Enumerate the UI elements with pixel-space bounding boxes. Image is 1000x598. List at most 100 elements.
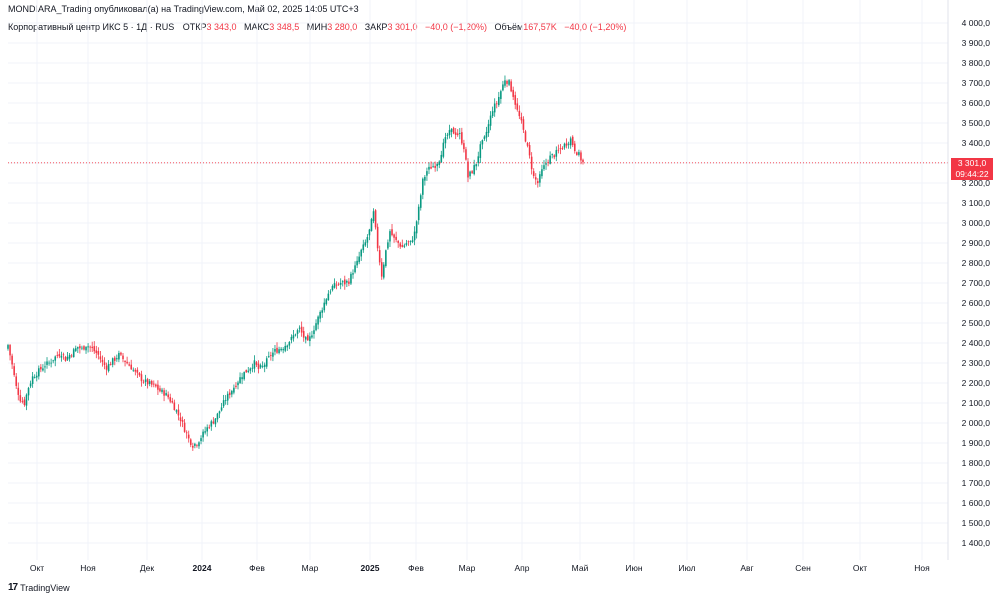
candle-body xyxy=(175,410,178,412)
y-tick-label: 3 500,0 xyxy=(962,118,991,128)
candle-body xyxy=(403,245,406,247)
y-tick-label: 3 200,0 xyxy=(962,178,991,188)
candle-body xyxy=(311,335,313,338)
symbol-title[interactable]: Корпоративный центр ИКС 5 · 1Д · RUS xyxy=(8,22,175,32)
candle-body xyxy=(376,226,379,249)
candle-body xyxy=(128,364,130,366)
candle-body xyxy=(510,81,512,92)
candle-body xyxy=(153,383,155,385)
candle-body xyxy=(309,336,311,342)
candle-body xyxy=(348,281,350,284)
y-tick-label: 2 300,0 xyxy=(962,358,991,368)
candle-body xyxy=(512,89,514,97)
candle-body xyxy=(280,348,282,351)
candle-body xyxy=(471,171,473,174)
candle-body xyxy=(307,335,309,341)
candle-body xyxy=(569,138,572,146)
y-tick-label: 2 100,0 xyxy=(962,398,991,408)
candle-body xyxy=(450,128,453,132)
low-label: МИН xyxy=(306,22,328,32)
candle-body xyxy=(72,349,75,358)
candle-body xyxy=(17,387,20,395)
candle-body xyxy=(163,390,165,396)
candle-body xyxy=(202,431,204,438)
x-tick-label: Июн xyxy=(625,563,642,573)
x-tick-label: Фев xyxy=(249,563,265,573)
candle-body xyxy=(81,347,83,349)
y-tick-label: 1 400,0 xyxy=(962,538,991,548)
candle-body xyxy=(194,443,196,446)
candle-body xyxy=(391,229,393,236)
candles xyxy=(7,75,584,451)
tradingview-logo[interactable]: 17 TradingView xyxy=(8,582,70,593)
candle-body xyxy=(109,363,112,365)
candle-body xyxy=(192,445,194,448)
x-tick-label: Июл xyxy=(678,563,695,573)
candle-body xyxy=(438,161,441,165)
candle-body xyxy=(565,143,568,146)
candle-body xyxy=(407,241,410,243)
candle-body xyxy=(506,81,508,84)
candle-body xyxy=(461,132,463,144)
candle-body xyxy=(518,110,521,117)
candle-body xyxy=(265,358,268,367)
candle-body xyxy=(524,131,527,142)
candle-body xyxy=(42,368,44,371)
candle-body xyxy=(576,152,578,155)
candle-body xyxy=(522,119,525,130)
candle-body xyxy=(278,349,280,353)
candle-body xyxy=(422,178,424,195)
candle-body xyxy=(60,355,63,358)
candle-body xyxy=(514,95,517,105)
candle-body xyxy=(62,354,65,356)
candle-body xyxy=(157,384,159,390)
y-tick-label: 3 800,0 xyxy=(962,58,991,68)
candle-body xyxy=(571,136,574,146)
candle-body xyxy=(329,291,332,293)
candle-body xyxy=(397,241,399,243)
candle-body xyxy=(440,154,443,163)
candle-body xyxy=(292,335,295,339)
candle-body xyxy=(35,375,38,378)
candle-body xyxy=(578,152,580,155)
change-value: −40,0 (−1,20%) xyxy=(424,22,488,32)
candle-body xyxy=(19,395,22,402)
candle-body xyxy=(436,163,438,167)
candle-body xyxy=(502,84,504,91)
time-axis: Окт Ноя Дек 2024 Фев Мар 2025 Фев Мар Апр Май Июн Ию… xyxy=(30,563,930,573)
candle-body xyxy=(142,381,145,383)
candle-body xyxy=(257,363,260,369)
open-label: ОТКР xyxy=(182,22,207,32)
y-tick-label: 2 700,0 xyxy=(962,278,991,288)
candle-body xyxy=(477,156,480,164)
candle-body xyxy=(333,283,336,288)
y-tick-label: 2 200,0 xyxy=(962,378,991,388)
candle-body xyxy=(479,144,482,158)
candle-body xyxy=(360,249,363,257)
candle-body xyxy=(337,283,340,285)
candle-body xyxy=(417,206,420,221)
candle-body xyxy=(405,243,408,245)
candle-body xyxy=(286,345,289,348)
candle-body xyxy=(183,422,186,432)
candle-body xyxy=(220,407,223,411)
candle-body xyxy=(64,356,67,361)
x-tick-label: 2024 xyxy=(193,563,212,573)
candle-body xyxy=(399,243,402,247)
candle-body xyxy=(132,369,135,371)
publisher-line: MONDIARA_Trading опубликовал(а) на Tradi… xyxy=(8,4,359,14)
candle-body xyxy=(362,244,365,251)
y-tick-label: 3 400,0 xyxy=(962,138,991,148)
y-tick-label: 2 000,0 xyxy=(962,418,991,428)
candle-body xyxy=(378,250,381,263)
candle-body xyxy=(48,362,50,364)
tradingview-mark-icon: 17 xyxy=(8,582,18,593)
candle-body xyxy=(268,356,270,357)
candle-body xyxy=(452,127,455,134)
candle-body xyxy=(23,399,26,405)
candle-body xyxy=(95,350,98,354)
candle-body xyxy=(380,262,383,277)
candle-body xyxy=(343,279,346,285)
candle-body xyxy=(530,156,533,170)
